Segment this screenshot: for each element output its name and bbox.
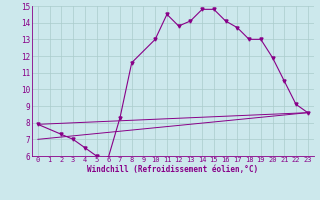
X-axis label: Windchill (Refroidissement éolien,°C): Windchill (Refroidissement éolien,°C) — [87, 165, 258, 174]
